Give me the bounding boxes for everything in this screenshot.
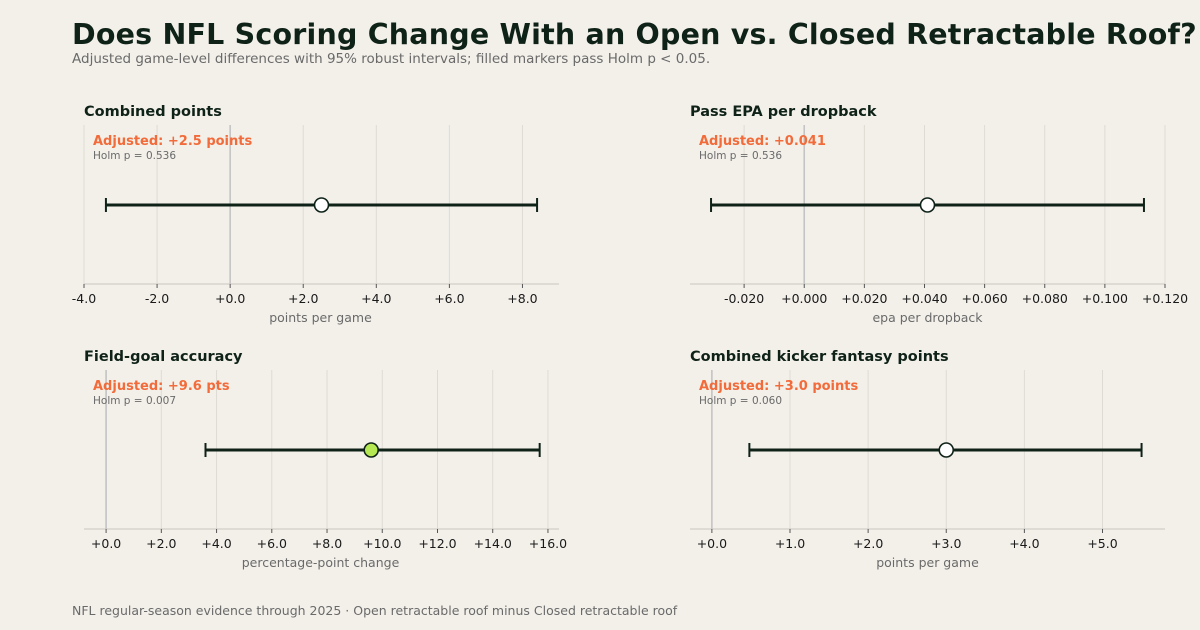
x-tick-label: +10.0 (363, 536, 401, 551)
x-tick-label: +4.0 (201, 536, 231, 551)
point-estimate-marker-combined-points (313, 197, 330, 213)
panel-title-field-goal-accuracy: Field-goal accuracy (84, 349, 243, 365)
point-estimate-marker-pass-epa (919, 197, 936, 213)
page-title: Does NFL Scoring Change With an Open vs.… (72, 18, 1197, 51)
x-tick-label: +2.0 (288, 291, 318, 306)
x-tick-label: +0.000 (781, 291, 827, 306)
x-axis-label: points per game (269, 310, 372, 325)
point-estimate-marker-field-goal-accuracy (363, 442, 380, 458)
x-axis-label: points per game (876, 555, 979, 570)
panel-title-combined-points: Combined points (84, 104, 222, 120)
x-tick-label: +0.020 (841, 291, 887, 306)
x-tick-label: +4.0 (1009, 536, 1039, 551)
adjusted-estimate-annotation: Adjusted: +0.041 (699, 134, 826, 149)
x-tick-label: +0.060 (961, 291, 1007, 306)
x-tick-label: +6.0 (434, 291, 464, 306)
point-estimate-marker-kicker-fantasy (938, 442, 955, 458)
holm-p-value-text: Holm p = 0.007 (93, 395, 176, 407)
x-tick-label: +0.040 (901, 291, 947, 306)
x-tick-label: +8.0 (507, 291, 537, 306)
x-tick-label: +2.0 (146, 536, 176, 551)
x-tick-label: +5.0 (1087, 536, 1117, 551)
x-tick-label: +3.0 (931, 536, 961, 551)
holm-p-value-text: Holm p = 0.060 (699, 395, 782, 407)
adjusted-estimate-annotation: Adjusted: +9.6 pts (93, 379, 230, 394)
x-tick-label: +0.0 (697, 536, 727, 551)
x-tick-label: +14.0 (474, 536, 512, 551)
x-tick-label: +0.100 (1082, 291, 1128, 306)
page-subtitle: Adjusted game-level differences with 95%… (72, 51, 711, 67)
x-axis-label: percentage-point change (242, 555, 400, 570)
x-tick-label: +1.0 (775, 536, 805, 551)
x-tick-label: +16.0 (529, 536, 567, 551)
x-tick-label: +2.0 (853, 536, 883, 551)
holm-p-value-text: Holm p = 0.536 (93, 150, 176, 162)
x-tick-label: +6.0 (257, 536, 287, 551)
footer-note: NFL regular-season evidence through 2025… (72, 603, 678, 618)
panel-title-pass-epa: Pass EPA per dropback (690, 104, 877, 120)
x-tick-label: -0.020 (724, 291, 764, 306)
x-tick-label: +8.0 (312, 536, 342, 551)
adjusted-estimate-annotation: Adjusted: +3.0 points (699, 379, 858, 394)
x-axis-label: epa per dropback (872, 310, 983, 325)
x-tick-label: +0.0 (91, 536, 121, 551)
x-tick-label: +0.0 (215, 291, 245, 306)
x-tick-label: +0.120 (1142, 291, 1188, 306)
holm-p-value-text: Holm p = 0.536 (699, 150, 782, 162)
x-tick-label: +4.0 (361, 291, 391, 306)
x-tick-label: +12.0 (418, 536, 456, 551)
x-tick-label: -2.0 (145, 291, 169, 306)
x-tick-label: -4.0 (72, 291, 96, 306)
adjusted-estimate-annotation: Adjusted: +2.5 points (93, 134, 252, 149)
x-tick-label: +0.080 (1022, 291, 1068, 306)
panel-title-kicker-fantasy: Combined kicker fantasy points (690, 349, 949, 365)
